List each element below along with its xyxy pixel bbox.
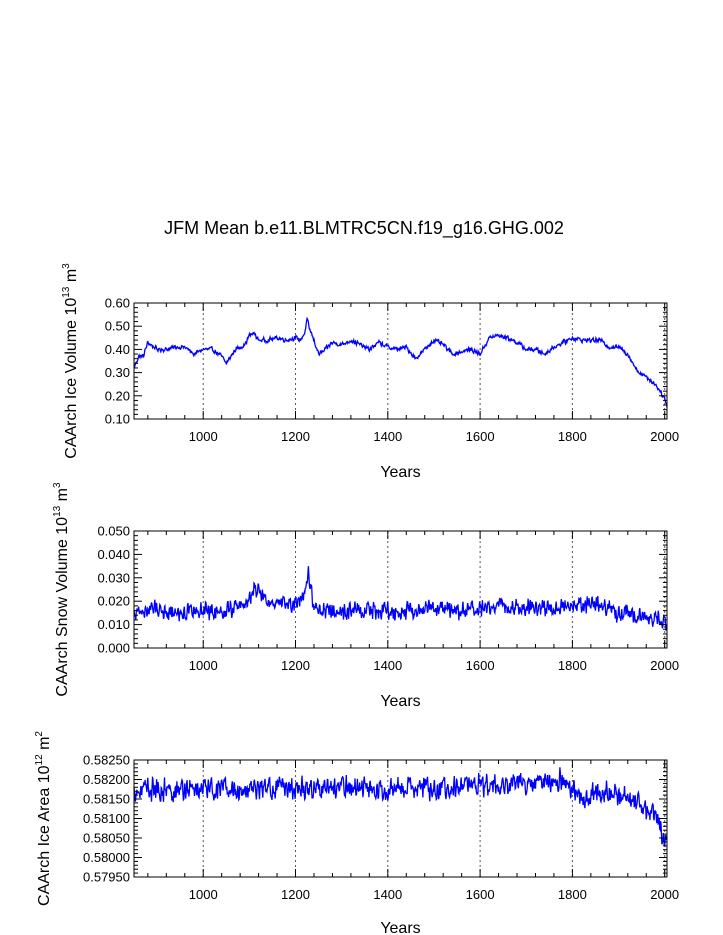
y-tick-label: 0.020 — [97, 594, 130, 609]
y-tick-label: 0.030 — [97, 570, 130, 585]
chart-panel-3: 1000 1200 1400 1600 1800 2000 0.57950 0.58000 0.… — [34, 731, 679, 935]
y-tick-label: 0.58100 — [83, 811, 130, 826]
x-tick-label: 1400 — [373, 887, 402, 902]
y-tick-label: 0.000 — [97, 641, 130, 656]
x-tick-label: 1800 — [558, 887, 587, 902]
y-tick-label: 0.50 — [105, 319, 130, 334]
y-tick-label: 0.60 — [105, 296, 130, 311]
x-tick-label: 1000 — [189, 658, 218, 673]
y-tick-label: 0.58000 — [83, 850, 130, 865]
plot-frame — [133, 302, 668, 420]
y-tick-label: 0.58200 — [83, 772, 130, 787]
x-axis-label: Years — [380, 693, 420, 710]
x-tick-label: 2000 — [650, 658, 679, 673]
y-tick-label: 0.010 — [97, 617, 130, 632]
y-tick-label: 0.58250 — [83, 753, 130, 768]
x-tick-label: 1800 — [558, 658, 587, 673]
x-tick-label: 1000 — [189, 887, 218, 902]
x-axis-label: Years — [380, 920, 420, 935]
x-tick-label: 1200 — [281, 429, 310, 444]
y-tick-label: 0.30 — [105, 365, 130, 380]
y-tick-label: 0.050 — [97, 524, 130, 539]
y-tick-label: 0.40 — [105, 342, 130, 357]
y-axis-label: CAArch Snow Volume 1013 m3 — [52, 482, 71, 697]
chart-panel-2: 1000 1200 1400 1600 1800 2000 0.000 0.010 0.020 0… — [52, 482, 679, 710]
chart-title: JFM Mean b.e11.BLMTRC5CN.f19_g16.GHG.002 — [164, 218, 564, 239]
x-tick-label: 2000 — [650, 887, 679, 902]
plot-frame — [133, 759, 668, 878]
x-tick-label: 1800 — [558, 429, 587, 444]
y-axis-label: CAArch Ice Area 1012 m2 — [34, 731, 53, 906]
series-line — [133, 566, 668, 631]
x-tick-label: 1600 — [466, 429, 495, 444]
panels: 1000 1200 1400 1600 1800 2000 0.10 0.20 0.30 0.40… — [34, 263, 679, 935]
series-line — [133, 316, 668, 408]
x-tick-label: 1600 — [466, 658, 495, 673]
x-axis-label: Years — [380, 464, 420, 481]
y-axis-label: CAArch Ice Volume 1013 m3 — [61, 263, 80, 459]
y-tick-label: 0.58050 — [83, 831, 130, 846]
y-tick-label: 0.58150 — [83, 792, 130, 807]
series-line — [133, 767, 668, 848]
x-tick-label: 1200 — [281, 658, 310, 673]
x-tick-label: 1200 — [281, 887, 310, 902]
x-tick-label: 1000 — [189, 429, 218, 444]
y-tick-label: 0.20 — [105, 388, 130, 403]
x-tick-label: 1600 — [466, 887, 495, 902]
x-tick-label: 1400 — [373, 429, 402, 444]
y-tick-label: 0.57950 — [83, 870, 130, 885]
y-tick-label: 0.040 — [97, 547, 130, 562]
x-tick-label: 2000 — [650, 429, 679, 444]
x-tick-label: 1400 — [373, 658, 402, 673]
y-tick-label: 0.10 — [105, 412, 130, 427]
chart-panel-1: 1000 1200 1400 1600 1800 2000 0.10 0.20 0.30 0.40… — [61, 263, 679, 481]
plot-frame — [133, 530, 668, 649]
